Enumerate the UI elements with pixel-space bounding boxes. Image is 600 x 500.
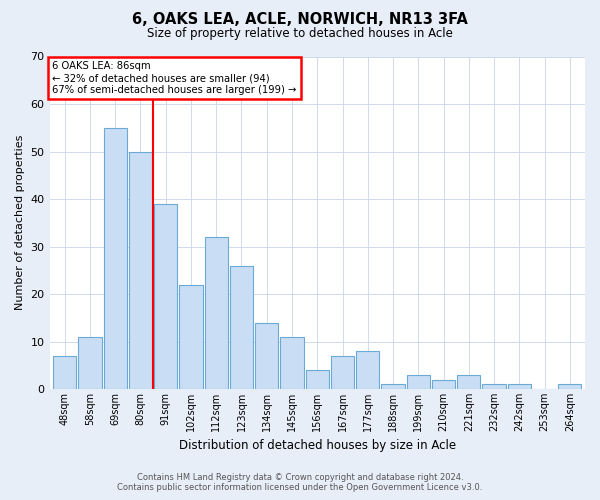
- Bar: [508, 384, 531, 389]
- Y-axis label: Number of detached properties: Number of detached properties: [15, 135, 25, 310]
- Text: 6 OAKS LEA: 86sqm
← 32% of detached houses are smaller (94)
67% of semi-detached: 6 OAKS LEA: 86sqm ← 32% of detached hous…: [52, 62, 296, 94]
- Text: Contains HM Land Registry data © Crown copyright and database right 2024.
Contai: Contains HM Land Registry data © Crown c…: [118, 473, 482, 492]
- Bar: [230, 266, 253, 389]
- Bar: [154, 204, 178, 389]
- Bar: [432, 380, 455, 389]
- Bar: [104, 128, 127, 389]
- Bar: [79, 337, 101, 389]
- Bar: [407, 375, 430, 389]
- Bar: [205, 237, 228, 389]
- Bar: [179, 284, 203, 389]
- Bar: [280, 337, 304, 389]
- Bar: [356, 351, 379, 389]
- X-axis label: Distribution of detached houses by size in Acle: Distribution of detached houses by size …: [179, 440, 456, 452]
- Bar: [129, 152, 152, 389]
- Bar: [305, 370, 329, 389]
- Bar: [382, 384, 404, 389]
- Bar: [482, 384, 506, 389]
- Text: 6, OAKS LEA, ACLE, NORWICH, NR13 3FA: 6, OAKS LEA, ACLE, NORWICH, NR13 3FA: [132, 12, 468, 28]
- Bar: [457, 375, 481, 389]
- Bar: [255, 322, 278, 389]
- Bar: [53, 356, 76, 389]
- Bar: [331, 356, 354, 389]
- Text: Size of property relative to detached houses in Acle: Size of property relative to detached ho…: [147, 28, 453, 40]
- Bar: [558, 384, 581, 389]
